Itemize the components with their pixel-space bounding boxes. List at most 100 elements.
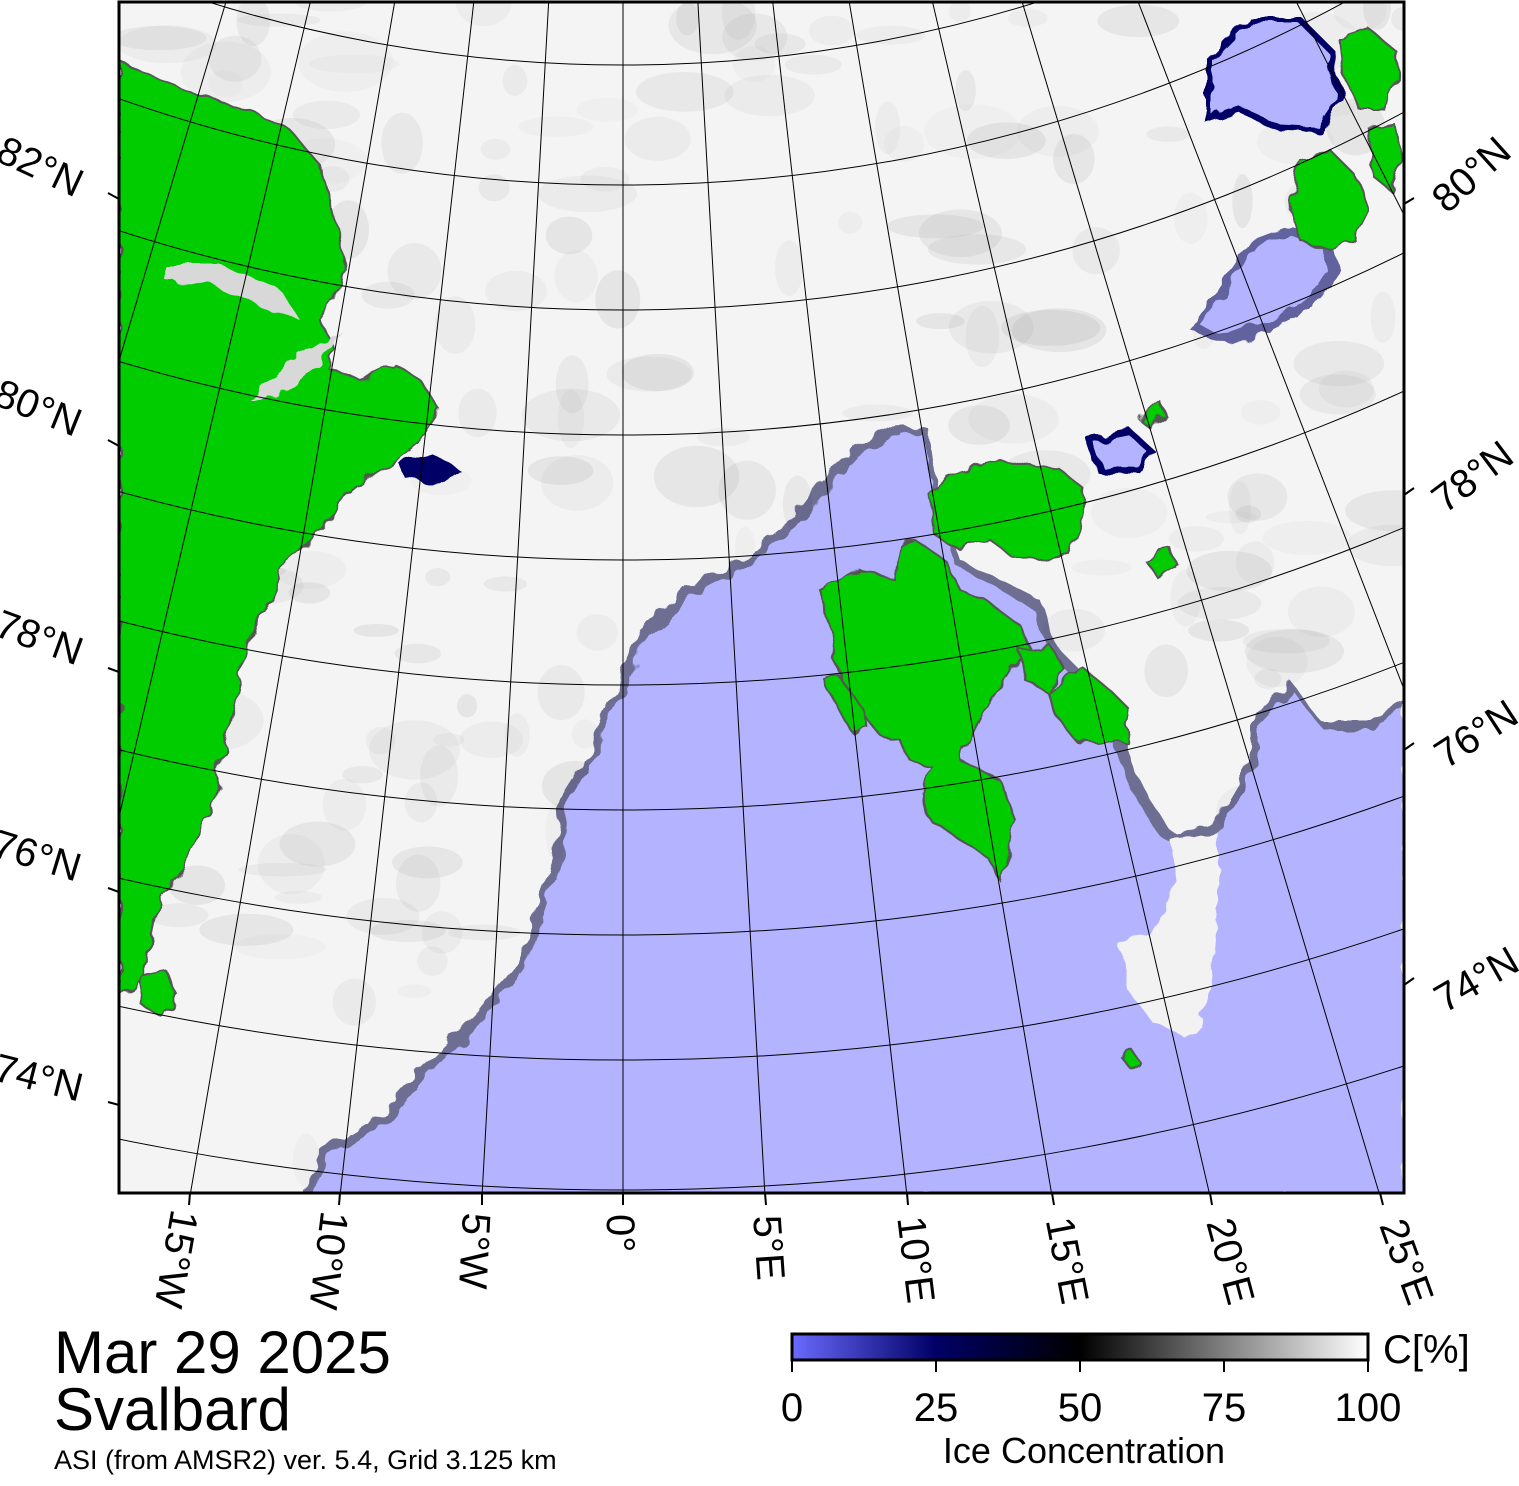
- ice-texture-patch: [856, 25, 926, 45]
- ice-texture-patch: [394, 643, 442, 664]
- ice-texture-patch: [395, 854, 441, 912]
- ice-texture-patch: [1011, 308, 1107, 353]
- franz-josef-land-3: [1368, 123, 1404, 192]
- ice-texture-patch: [1345, 490, 1404, 532]
- ice-texture-patch: [404, 782, 438, 823]
- ice-texture-patch: [502, 65, 528, 96]
- ice-texture-patch: [295, 2, 366, 12]
- ice-texture-patch: [635, 71, 734, 112]
- ice-texture-patch: [433, 733, 465, 747]
- ice-texture-patch: [1170, 569, 1202, 627]
- lon-label-0: 0°: [598, 1214, 642, 1253]
- lon-label-10e: 10°E: [888, 1213, 943, 1306]
- ice-texture-patch: [332, 978, 377, 1026]
- ice-texture-patch: [1091, 487, 1168, 538]
- ice-texture-patch: [1262, 520, 1352, 555]
- kvitoya-land: [1143, 546, 1180, 580]
- ice-texture-patch: [1240, 400, 1281, 425]
- ice-texture-patch: [199, 913, 294, 946]
- ice-texture-patch: [676, 2, 699, 36]
- ice-texture-patch: [540, 455, 614, 511]
- ice-texture-patch: [370, 920, 446, 943]
- ice-texture-patch: [180, 41, 272, 103]
- ice-texture-patch: [1146, 126, 1191, 142]
- ice-texture-patch: [392, 846, 463, 879]
- ice-texture-patch: [576, 614, 618, 651]
- ice-texture-patch: [948, 405, 1011, 446]
- ice-texture-patch: [948, 300, 1034, 354]
- ice-texture-patch: [554, 250, 598, 303]
- ice-texture-patch: [1370, 291, 1396, 343]
- ice-texture-patch: [1205, 510, 1257, 524]
- ice-texture-patch: [1299, 374, 1376, 415]
- ice-texture-patch: [455, 2, 512, 27]
- ice-texture-patch: [149, 903, 209, 928]
- bjornoya-land: [1120, 1048, 1142, 1070]
- ice-texture-patch: [1042, 608, 1106, 652]
- ice-texture-patch: [754, 33, 806, 55]
- ice-texture-patch: [1052, 133, 1095, 185]
- ice-texture-patch: [595, 270, 641, 329]
- ice-texture-patch: [721, 2, 756, 40]
- open-water-greenland: [398, 452, 460, 484]
- ice-texture-patch: [458, 388, 497, 438]
- ice-texture-patch: [537, 175, 638, 213]
- map-date: Mar 29 2025: [54, 1319, 391, 1386]
- ice-texture-patch: [1229, 481, 1251, 535]
- ice-texture-patch: [483, 576, 528, 592]
- ice-texture-patch: [875, 101, 901, 155]
- ice-texture-patch: [1391, 7, 1404, 31]
- ice-texture-patch: [274, 890, 323, 904]
- ice-texture-patch: [238, 862, 327, 877]
- nordaustlandet-land: [928, 458, 1087, 562]
- ice-texture-patch: [557, 389, 585, 449]
- ice-texture-patch: [480, 138, 511, 160]
- ice-texture-patch: [233, 934, 326, 960]
- ice-texture-patch: [208, 69, 243, 98]
- map-frame: [117, 0, 1406, 1195]
- greenland-fjord: [165, 265, 300, 320]
- ice-texture-patch: [279, 821, 356, 867]
- ice-texture-patch: [624, 116, 691, 161]
- ice-texture-patch: [883, 126, 925, 162]
- ice-texture-patch: [1346, 524, 1404, 567]
- ice-texture-patch: [424, 568, 451, 587]
- ice-texture-patch: [168, 865, 226, 906]
- ice-texture-patch: [1016, 105, 1099, 157]
- ice-texture-patch: [417, 946, 448, 976]
- map-source: ASI (from AMSR2) ver. 5.4, Grid 3.125 km: [54, 1445, 557, 1475]
- ice-texture-patch: [1363, 2, 1391, 31]
- ice-texture-patch: [545, 216, 593, 255]
- ice-texture-patch: [381, 112, 423, 174]
- colorbar-label: Ice Concentration: [942, 1430, 1226, 1471]
- ice-texture-patch: [1246, 636, 1308, 688]
- ice-texture-patch: [421, 911, 463, 954]
- ice-texture-patch: [504, 713, 530, 757]
- barentsoya-land: [1018, 643, 1067, 692]
- colorbar-tick-50: 50: [1057, 1386, 1103, 1430]
- ice-texture-patch: [342, 765, 383, 784]
- map-region: Svalbard: [54, 1376, 291, 1443]
- ice-texture-patch: [1227, 473, 1288, 521]
- ice-texture-patch: [1097, 4, 1180, 38]
- ice-texture-patch: [1177, 587, 1262, 620]
- colorbar-unit: C[%]: [1383, 1328, 1470, 1372]
- ice-texture-patch: [966, 122, 1046, 159]
- colorbar-tick-75: 75: [1201, 1386, 1247, 1430]
- ice-tongue: [1120, 830, 1220, 1035]
- ice-texture-patch: [1235, 541, 1275, 584]
- ice-texture-patch: [456, 694, 478, 718]
- ice-texture-patch: [718, 460, 776, 520]
- ice-texture-patch: [119, 25, 207, 51]
- ice-texture-patch: [518, 116, 594, 138]
- ice-texture-patch: [485, 270, 547, 312]
- ice-texture-patch: [365, 726, 396, 755]
- ice-texture-patch: [965, 305, 1000, 368]
- ice-texture-patch: [949, 2, 971, 22]
- open-water-ne-inner: [1200, 235, 1328, 335]
- ice-texture-patch: [576, 97, 639, 122]
- franz-josef-land-2: [1338, 28, 1402, 111]
- ice-texture-patch: [842, 404, 913, 422]
- spitsbergen-land: [818, 538, 1032, 883]
- colorbar-gradient: [790, 1332, 1370, 1362]
